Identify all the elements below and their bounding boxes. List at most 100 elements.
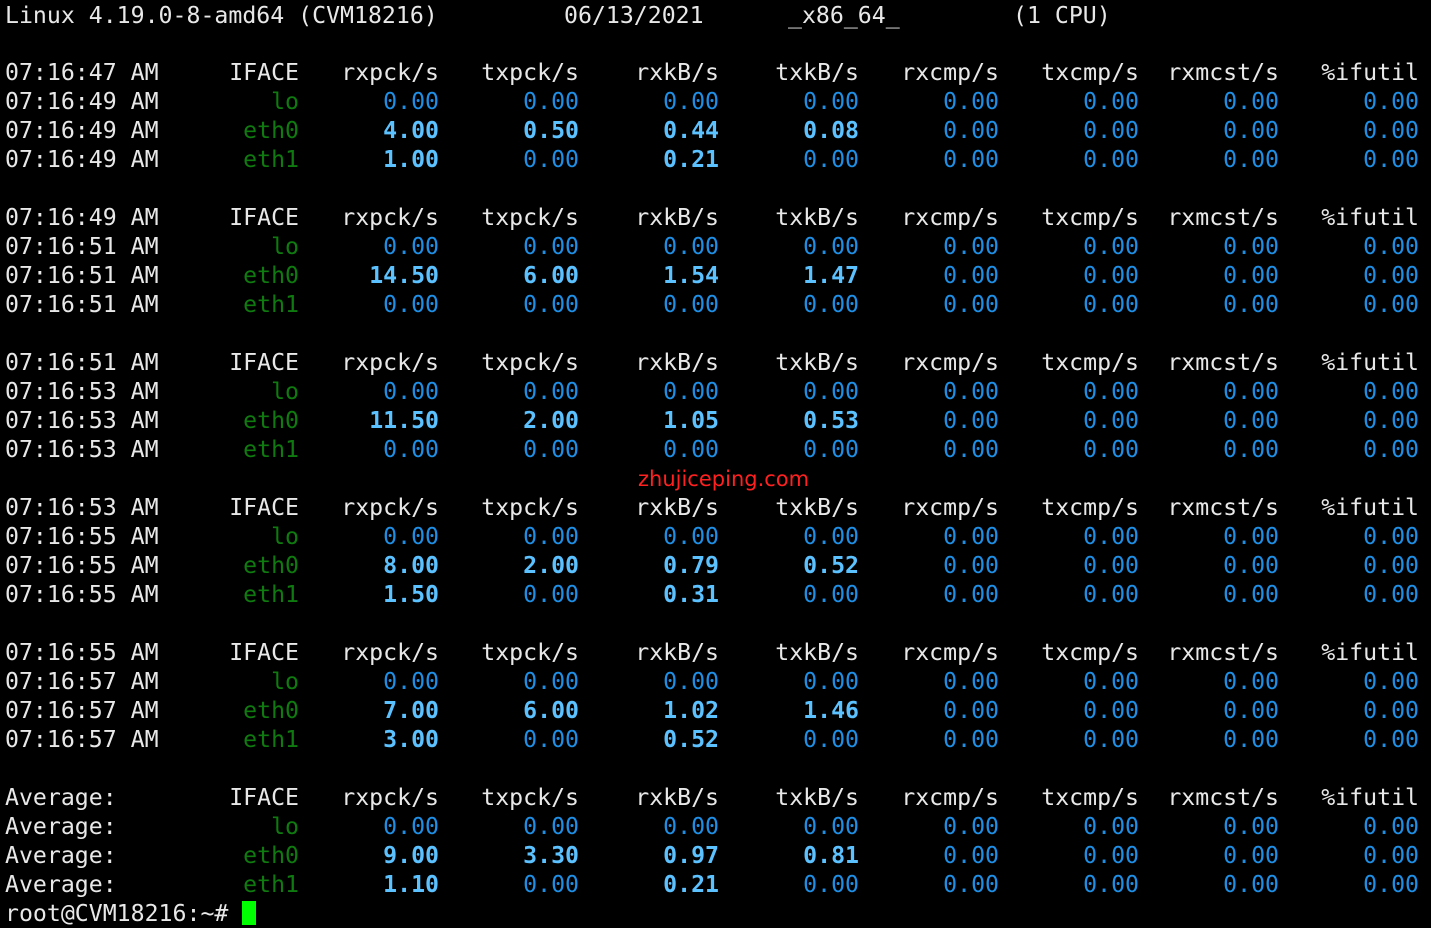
- metric-value: 0.00: [383, 378, 439, 405]
- metric-value: 0.00: [1083, 813, 1139, 840]
- column-header: rxmcst/s: [1167, 494, 1279, 521]
- metric-value: 0.00: [1363, 407, 1419, 434]
- metric-value: 0.00: [943, 262, 999, 289]
- metric-value: 0.00: [523, 378, 579, 405]
- column-header: rxpck/s: [341, 784, 439, 811]
- metric-value: 0.00: [943, 233, 999, 260]
- metric-value: 0.00: [943, 842, 999, 869]
- metric-value: 0.00: [1083, 407, 1139, 434]
- metric-value: 0.50: [523, 117, 579, 144]
- iface-name: eth1: [243, 871, 299, 898]
- column-header: txcmp/s: [1041, 494, 1139, 521]
- metric-value: 0.00: [1083, 88, 1139, 115]
- metric-value: 0.00: [663, 523, 719, 550]
- metric-value: 0.00: [523, 233, 579, 260]
- metric-value: 0.52: [803, 552, 859, 579]
- column-header: rxkB/s: [635, 494, 719, 521]
- metric-value: 0.00: [383, 436, 439, 463]
- column-header: %ifutil: [1321, 204, 1419, 231]
- column-header-row: 07:16:55 AM IFACE rxpck/s txpck/s rxkB/s txkB…: [5, 638, 1419, 667]
- column-header: txkB/s: [775, 494, 859, 521]
- spacer: [5, 0, 1419, 58]
- column-header-row: Average: IFACE rxpck/s txpck/s rxkB/s txkB/s r…: [5, 783, 1419, 812]
- metric-value: 0.00: [663, 291, 719, 318]
- metric-value: 0.00: [943, 378, 999, 405]
- metric-value: 0.00: [523, 581, 579, 608]
- row-time: 07:16:53 AM: [5, 407, 159, 434]
- metric-value: 0.97: [663, 842, 719, 869]
- kernel-info: Linux 4.19.0-8-amd64 (CVM18216): [5, 2, 438, 29]
- metric-value: 0.00: [1363, 813, 1419, 840]
- metric-value: 0.00: [943, 88, 999, 115]
- metric-value: 0.00: [1223, 436, 1279, 463]
- metric-value: 0.00: [1083, 233, 1139, 260]
- metric-value: 0.00: [383, 668, 439, 695]
- metric-value: 0.00: [1363, 668, 1419, 695]
- table-row: Average: eth1 1.10 0.00 0.21 0.00 0.00 0.00 0.00…: [5, 870, 1419, 899]
- iface-name: eth1: [243, 581, 299, 608]
- metric-value: 0.00: [1223, 146, 1279, 173]
- metric-value: 1.10: [383, 871, 439, 898]
- table-row: 07:16:53 AM eth0 11.50 2.00 1.05 0.53 0.00 0.00…: [5, 406, 1419, 435]
- metric-value: 2.00: [523, 552, 579, 579]
- metric-value: 0.00: [663, 436, 719, 463]
- metric-value: 6.00: [523, 262, 579, 289]
- metric-value: 0.00: [1363, 117, 1419, 144]
- metric-value: 0.00: [1363, 523, 1419, 550]
- shell-prompt[interactable]: root@CVM18216:~#: [5, 899, 257, 928]
- iface-name: eth0: [243, 552, 299, 579]
- column-header: IFACE: [229, 784, 299, 811]
- header-time: 07:16:55 AM: [5, 639, 159, 666]
- iface-name: eth0: [243, 697, 299, 724]
- architecture: _x86_64_: [788, 2, 900, 29]
- metric-value: 0.00: [383, 291, 439, 318]
- metric-value: 0.00: [1083, 552, 1139, 579]
- metric-value: 3.30: [523, 842, 579, 869]
- metric-value: 1.05: [663, 407, 719, 434]
- metric-value: 0.00: [1223, 407, 1279, 434]
- metric-value: 1.46: [803, 697, 859, 724]
- row-time: 07:16:57 AM: [5, 697, 159, 724]
- metric-value: 0.00: [803, 146, 859, 173]
- metric-value: 0.21: [663, 146, 719, 173]
- metric-value: 0.00: [1363, 697, 1419, 724]
- column-header: txcmp/s: [1041, 59, 1139, 86]
- metric-value: 0.00: [803, 378, 859, 405]
- metric-value: 0.00: [803, 291, 859, 318]
- table-row: 07:16:49 AM lo 0.00 0.00 0.00 0.00 0.00 0.00 0.0…: [5, 87, 1419, 116]
- metric-value: 6.00: [523, 697, 579, 724]
- column-header: rxcmp/s: [901, 204, 999, 231]
- column-header: txcmp/s: [1041, 639, 1139, 666]
- metric-value: 0.00: [1083, 146, 1139, 173]
- metric-value: 0.00: [1223, 88, 1279, 115]
- metric-value: 0.08: [803, 117, 859, 144]
- column-header: txcmp/s: [1041, 349, 1139, 376]
- metric-value: 0.00: [803, 88, 859, 115]
- metric-value: 0.00: [943, 436, 999, 463]
- metric-value: 0.00: [1223, 117, 1279, 144]
- metric-value: 0.00: [803, 581, 859, 608]
- column-header: rxcmp/s: [901, 639, 999, 666]
- row-time: 07:16:53 AM: [5, 436, 159, 463]
- table-row: Average: lo 0.00 0.00 0.00 0.00 0.00 0.00 0.00 0.…: [5, 812, 1419, 841]
- metric-value: 0.00: [383, 813, 439, 840]
- blank-line: [5, 754, 1419, 783]
- metric-value: 0.00: [1223, 813, 1279, 840]
- metric-value: 0.00: [1083, 291, 1139, 318]
- metric-value: 8.00: [383, 552, 439, 579]
- column-header: rxcmp/s: [901, 349, 999, 376]
- metric-value: 0.00: [1223, 581, 1279, 608]
- column-header: rxmcst/s: [1167, 639, 1279, 666]
- iface-name: eth1: [243, 291, 299, 318]
- column-header: txkB/s: [775, 639, 859, 666]
- metric-value: 0.00: [1223, 871, 1279, 898]
- metric-value: 0.00: [663, 233, 719, 260]
- iface-name: lo: [271, 378, 299, 405]
- metric-value: 0.00: [803, 523, 859, 550]
- metric-value: 0.00: [1363, 291, 1419, 318]
- metric-value: 0.00: [523, 871, 579, 898]
- column-header: %ifutil: [1321, 494, 1419, 521]
- iface-name: lo: [271, 233, 299, 260]
- column-header: txpck/s: [481, 784, 579, 811]
- table-row: 07:16:51 AM eth1 0.00 0.00 0.00 0.00 0.00 0.00 0…: [5, 290, 1419, 319]
